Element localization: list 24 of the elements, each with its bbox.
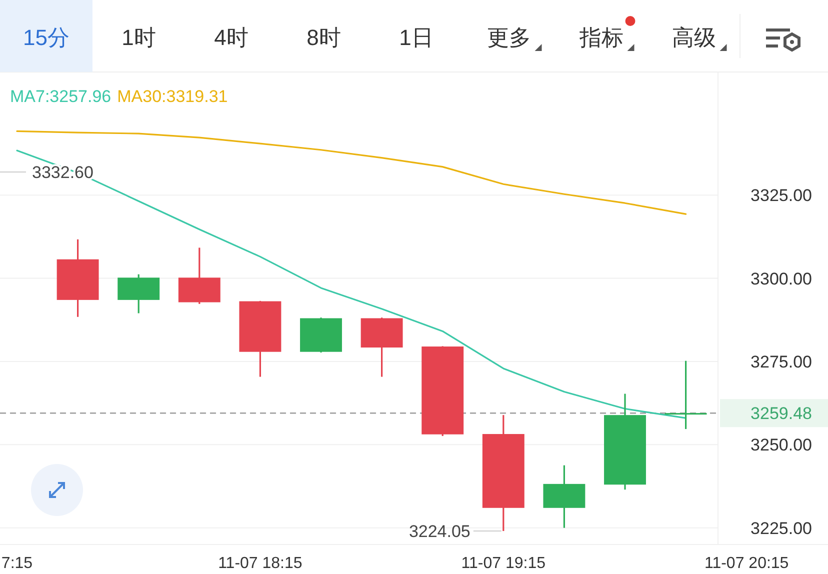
x-tick-label: 7:15 [1,555,33,572]
y-tick-label: 3300.00 [750,269,812,288]
text: 15分 [23,25,70,50]
text: 高级 [672,25,716,50]
y-tick-label: 3325.00 [750,186,812,206]
y-tick-label: 3275.00 [750,352,812,372]
text: MA7:3257.96 [10,87,112,106]
line-series [16,130,687,215]
ref-line-label: 3259.48 [750,404,812,424]
x-tick-label: 11-07 18:15 [218,555,302,572]
candlestick [664,360,707,430]
text: 更多 [486,25,531,50]
annotation: 3224.05 [408,522,470,542]
text: 8时 [306,25,341,50]
text: 指标 [578,25,624,50]
x-tick-label: 11-07 19:15 [461,555,546,572]
x-tick-label: 11-07 20:15 [704,555,789,572]
text: 1日 [399,25,434,50]
y-tick-label: 3250.00 [750,436,812,455]
series-label: MA30:3319.31 [117,87,228,106]
text: 1时 [122,25,156,50]
line-series [16,150,687,419]
text: 4时 [214,25,248,50]
y-tick-label: 3225.00 [750,518,812,538]
